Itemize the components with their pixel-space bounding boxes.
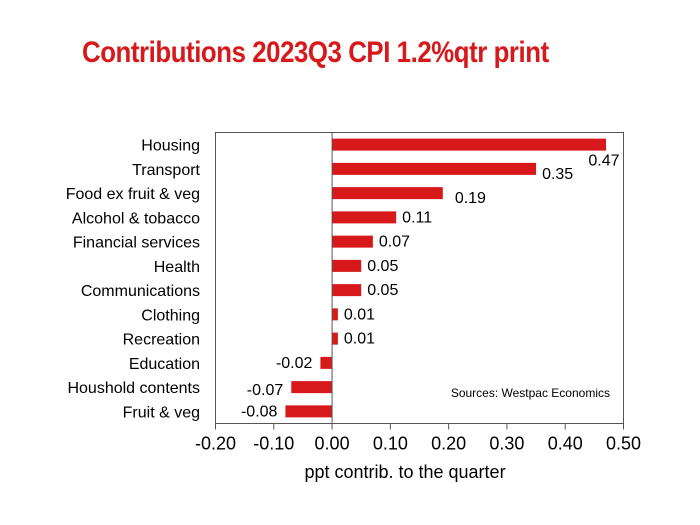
category-label: Alcohol & tobacco — [72, 210, 200, 227]
x-tick-label: 0.10 — [373, 434, 408, 454]
bar-houshold-contents — [291, 381, 333, 394]
value-label: 0.07 — [379, 234, 410, 251]
value-label: -0.07 — [247, 382, 284, 399]
category-label: Houshold contents — [67, 380, 200, 397]
value-label: 0.35 — [542, 166, 573, 183]
value-label: -0.08 — [241, 403, 278, 420]
x-tick-label: 0.20 — [431, 434, 466, 454]
category-label: Fruit & veg — [123, 404, 200, 421]
x-tick-label: 0.00 — [315, 434, 350, 454]
x-tick-label: 0.30 — [489, 434, 524, 454]
plot-frame — [215, 132, 624, 424]
x-axis-ticks: -0.20 -0.10 0.00 0.10 0.20 0.30 0.40 0.50 — [195, 423, 641, 454]
x-tick-label: -0.20 — [195, 434, 236, 454]
bar-transport — [332, 162, 537, 175]
x-axis-label: ppt contrib. to the quarter — [304, 462, 505, 482]
category-label: Communications — [81, 283, 200, 300]
x-tick-label: -0.10 — [253, 434, 294, 454]
bar-recreation — [332, 332, 338, 345]
bar-health — [332, 259, 362, 272]
value-label: 0.11 — [402, 209, 432, 226]
bar-housing — [332, 138, 607, 151]
bar-financial-services — [332, 235, 373, 248]
bar-food-ex-fruit-veg — [332, 187, 443, 200]
category-labels: Housing Transport Food ex fruit & veg Alcoh… — [66, 138, 201, 422]
category-label: Housing — [141, 138, 200, 155]
category-label: Transport — [132, 162, 200, 179]
bar-clothing — [332, 308, 338, 321]
category-label: Education — [129, 356, 200, 373]
bar-communications — [332, 284, 362, 297]
value-label: 0.47 — [588, 153, 619, 170]
bars-group — [285, 138, 607, 418]
value-label: 0.01 — [344, 306, 375, 323]
source-annotation: Sources: Westpac Economics — [451, 386, 610, 400]
value-label: -0.02 — [276, 355, 313, 372]
value-label: 0.05 — [367, 282, 398, 299]
chart-title: Contributions 2023Q3 CPI 1.2%qtr print — [82, 36, 549, 69]
category-label: Recreation — [123, 332, 200, 349]
bar-fruit-veg — [285, 405, 333, 418]
category-label: Clothing — [141, 307, 200, 324]
bar-education — [320, 356, 333, 369]
x-tick-label: 0.50 — [606, 434, 641, 454]
value-labels: 0.47 0.35 0.19 0.11 0.07 0.05 0.05 0.01 0.01 -0.0… — [241, 153, 620, 421]
category-label: Health — [154, 259, 200, 276]
bar-alcohol-tobacco — [332, 211, 397, 224]
value-label: 0.01 — [344, 331, 375, 348]
x-tick-label: 0.40 — [548, 434, 583, 454]
category-label: Food ex fruit & veg — [66, 186, 200, 203]
value-label: 0.19 — [455, 190, 486, 207]
category-label: Financial services — [73, 235, 200, 252]
value-label: 0.05 — [367, 258, 398, 275]
